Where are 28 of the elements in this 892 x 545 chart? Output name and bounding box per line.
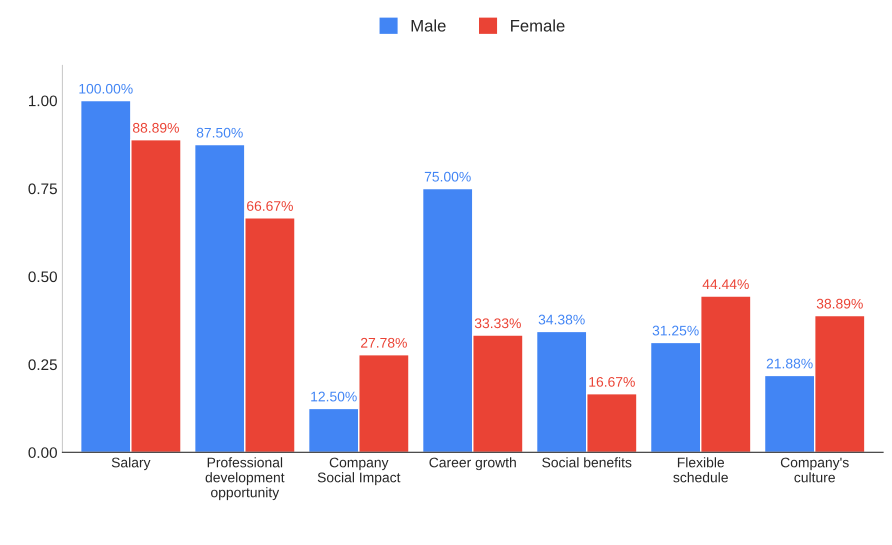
data-label: 21.88% bbox=[766, 358, 813, 368]
data-label: 75.00% bbox=[424, 172, 471, 182]
data-label: 87.50% bbox=[196, 128, 243, 138]
x-tick-label: Company's culture bbox=[780, 458, 849, 482]
y-tick-label: 0.75 bbox=[28, 183, 57, 194]
x-tick-label: Career growth bbox=[429, 457, 516, 470]
data-label: 66.67% bbox=[247, 201, 293, 211]
data-label: 31.25% bbox=[652, 326, 699, 336]
x-tick-label: Professional development opportunity bbox=[206, 457, 284, 500]
data-label: 33.33% bbox=[474, 318, 521, 328]
data-label: 27.78% bbox=[361, 338, 407, 348]
data-label: 100.00% bbox=[79, 84, 133, 94]
x-tick-label: Company Social Impact bbox=[318, 458, 400, 486]
legend-label: Female bbox=[511, 19, 565, 32]
data-label: 88.89% bbox=[132, 122, 179, 133]
x-tick-label: Salary bbox=[112, 457, 150, 470]
data-label: 16.67% bbox=[589, 376, 635, 387]
y-tick-label: 1.00 bbox=[29, 95, 57, 106]
x-tick-label: Social benefits bbox=[542, 457, 632, 468]
x-tick-label: Flexible schedule bbox=[673, 457, 728, 482]
data-label: 38.89% bbox=[816, 298, 863, 309]
y-tick-label: 0.00 bbox=[28, 447, 57, 458]
data-label: 34.38% bbox=[538, 314, 585, 324]
legend-label: Male bbox=[412, 19, 446, 32]
y-tick-label: 0.25 bbox=[28, 359, 57, 370]
data-label: 12.50% bbox=[311, 392, 357, 402]
data-label: 44.44% bbox=[702, 279, 749, 290]
y-tick-label: 0.50 bbox=[28, 271, 57, 282]
